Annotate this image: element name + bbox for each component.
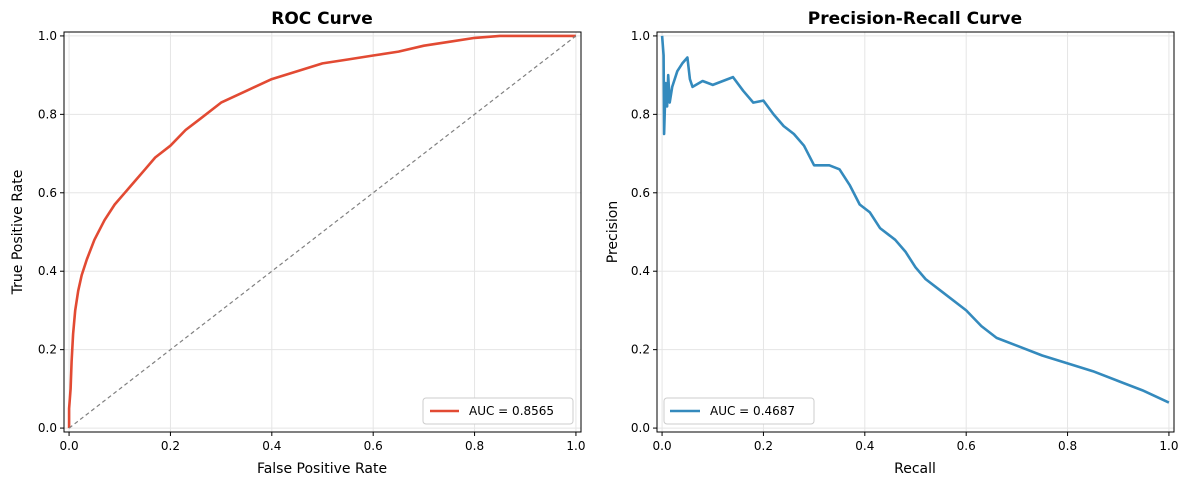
roc-series-line bbox=[67, 34, 576, 429]
roc-ytick-label: 0.4 bbox=[38, 264, 57, 278]
roc-xtick-label: 0.6 bbox=[364, 439, 383, 453]
roc-panel: ROC Curve 0.0 0.2 0.4 0.6 0.8 1.0 0.0 0.2 0.4 0.6… bbox=[10, 9, 585, 477]
pr-ytick-label: 0.6 bbox=[631, 186, 650, 200]
pr-ticks: 0.0 0.2 0.4 0.6 0.8 1.0 0.0 0.2 0.4 0.6 0.8 1.0 bbox=[631, 29, 1179, 453]
pr-xlabel: Recall bbox=[894, 461, 936, 477]
roc-legend-box bbox=[422, 397, 574, 425]
roc-diagonal-reference-line bbox=[68, 35, 577, 429]
pr-xtick-label: 0.2 bbox=[754, 439, 773, 453]
roc-legend: AUC = 0.8565 bbox=[422, 397, 574, 425]
pr-ytick-label: 0.8 bbox=[631, 107, 650, 121]
roc-ytick-label: 0.8 bbox=[38, 107, 57, 121]
roc-ytick-label: 0.6 bbox=[38, 186, 57, 200]
roc-lines bbox=[67, 34, 577, 429]
roc-ytick-label: 0.0 bbox=[38, 421, 57, 435]
roc-grid bbox=[64, 32, 581, 432]
pr-legend-label: AUC = 0.4687 bbox=[710, 404, 795, 418]
pr-series-line bbox=[660, 35, 1170, 404]
pr-plot-frame bbox=[656, 31, 1175, 433]
roc-xtick-label: 0.8 bbox=[465, 439, 484, 453]
roc-ticks: 0.0 0.2 0.4 0.6 0.8 1.0 0.0 0.2 0.4 0.6 0.8 1.0 bbox=[38, 29, 586, 453]
pr-legend-box bbox=[663, 397, 815, 425]
roc-ytick-label: 1.0 bbox=[38, 29, 57, 43]
roc-ylabel: True Positive Rate bbox=[10, 170, 26, 296]
roc-title: ROC Curve bbox=[271, 9, 373, 29]
roc-xtick-label: 0.0 bbox=[60, 439, 79, 453]
pr-ylabel: Precision bbox=[605, 201, 621, 263]
pr-panel: Precision-Recall Curve 0.0 0.2 0.4 0.6 0.8 1.… bbox=[605, 9, 1178, 477]
roc-plot-frame bbox=[63, 31, 582, 433]
pr-ytick-label: 1.0 bbox=[631, 29, 650, 43]
roc-xtick-label: 0.4 bbox=[262, 439, 281, 453]
roc-xlabel: False Positive Rate bbox=[257, 461, 387, 477]
pr-grid bbox=[657, 32, 1174, 432]
roc-legend-label: AUC = 0.8565 bbox=[469, 404, 554, 418]
pr-xtick-label: 0.8 bbox=[1058, 439, 1077, 453]
pr-ytick-label: 0.4 bbox=[631, 264, 650, 278]
pr-xtick-label: 0.4 bbox=[855, 439, 874, 453]
pr-ytick-label: 0.0 bbox=[631, 421, 650, 435]
pr-xtick-label: 0.6 bbox=[957, 439, 976, 453]
pr-lines bbox=[660, 35, 1170, 404]
pr-legend: AUC = 0.4687 bbox=[663, 397, 815, 425]
roc-ytick-label: 0.2 bbox=[38, 343, 57, 357]
roc-xtick-label: 0.2 bbox=[161, 439, 180, 453]
pr-title: Precision-Recall Curve bbox=[808, 9, 1022, 29]
roc-xtick-label: 1.0 bbox=[566, 439, 585, 453]
pr-xtick-label: 0.0 bbox=[653, 439, 672, 453]
pr-xtick-label: 1.0 bbox=[1159, 439, 1178, 453]
pr-ytick-label: 0.2 bbox=[631, 343, 650, 357]
